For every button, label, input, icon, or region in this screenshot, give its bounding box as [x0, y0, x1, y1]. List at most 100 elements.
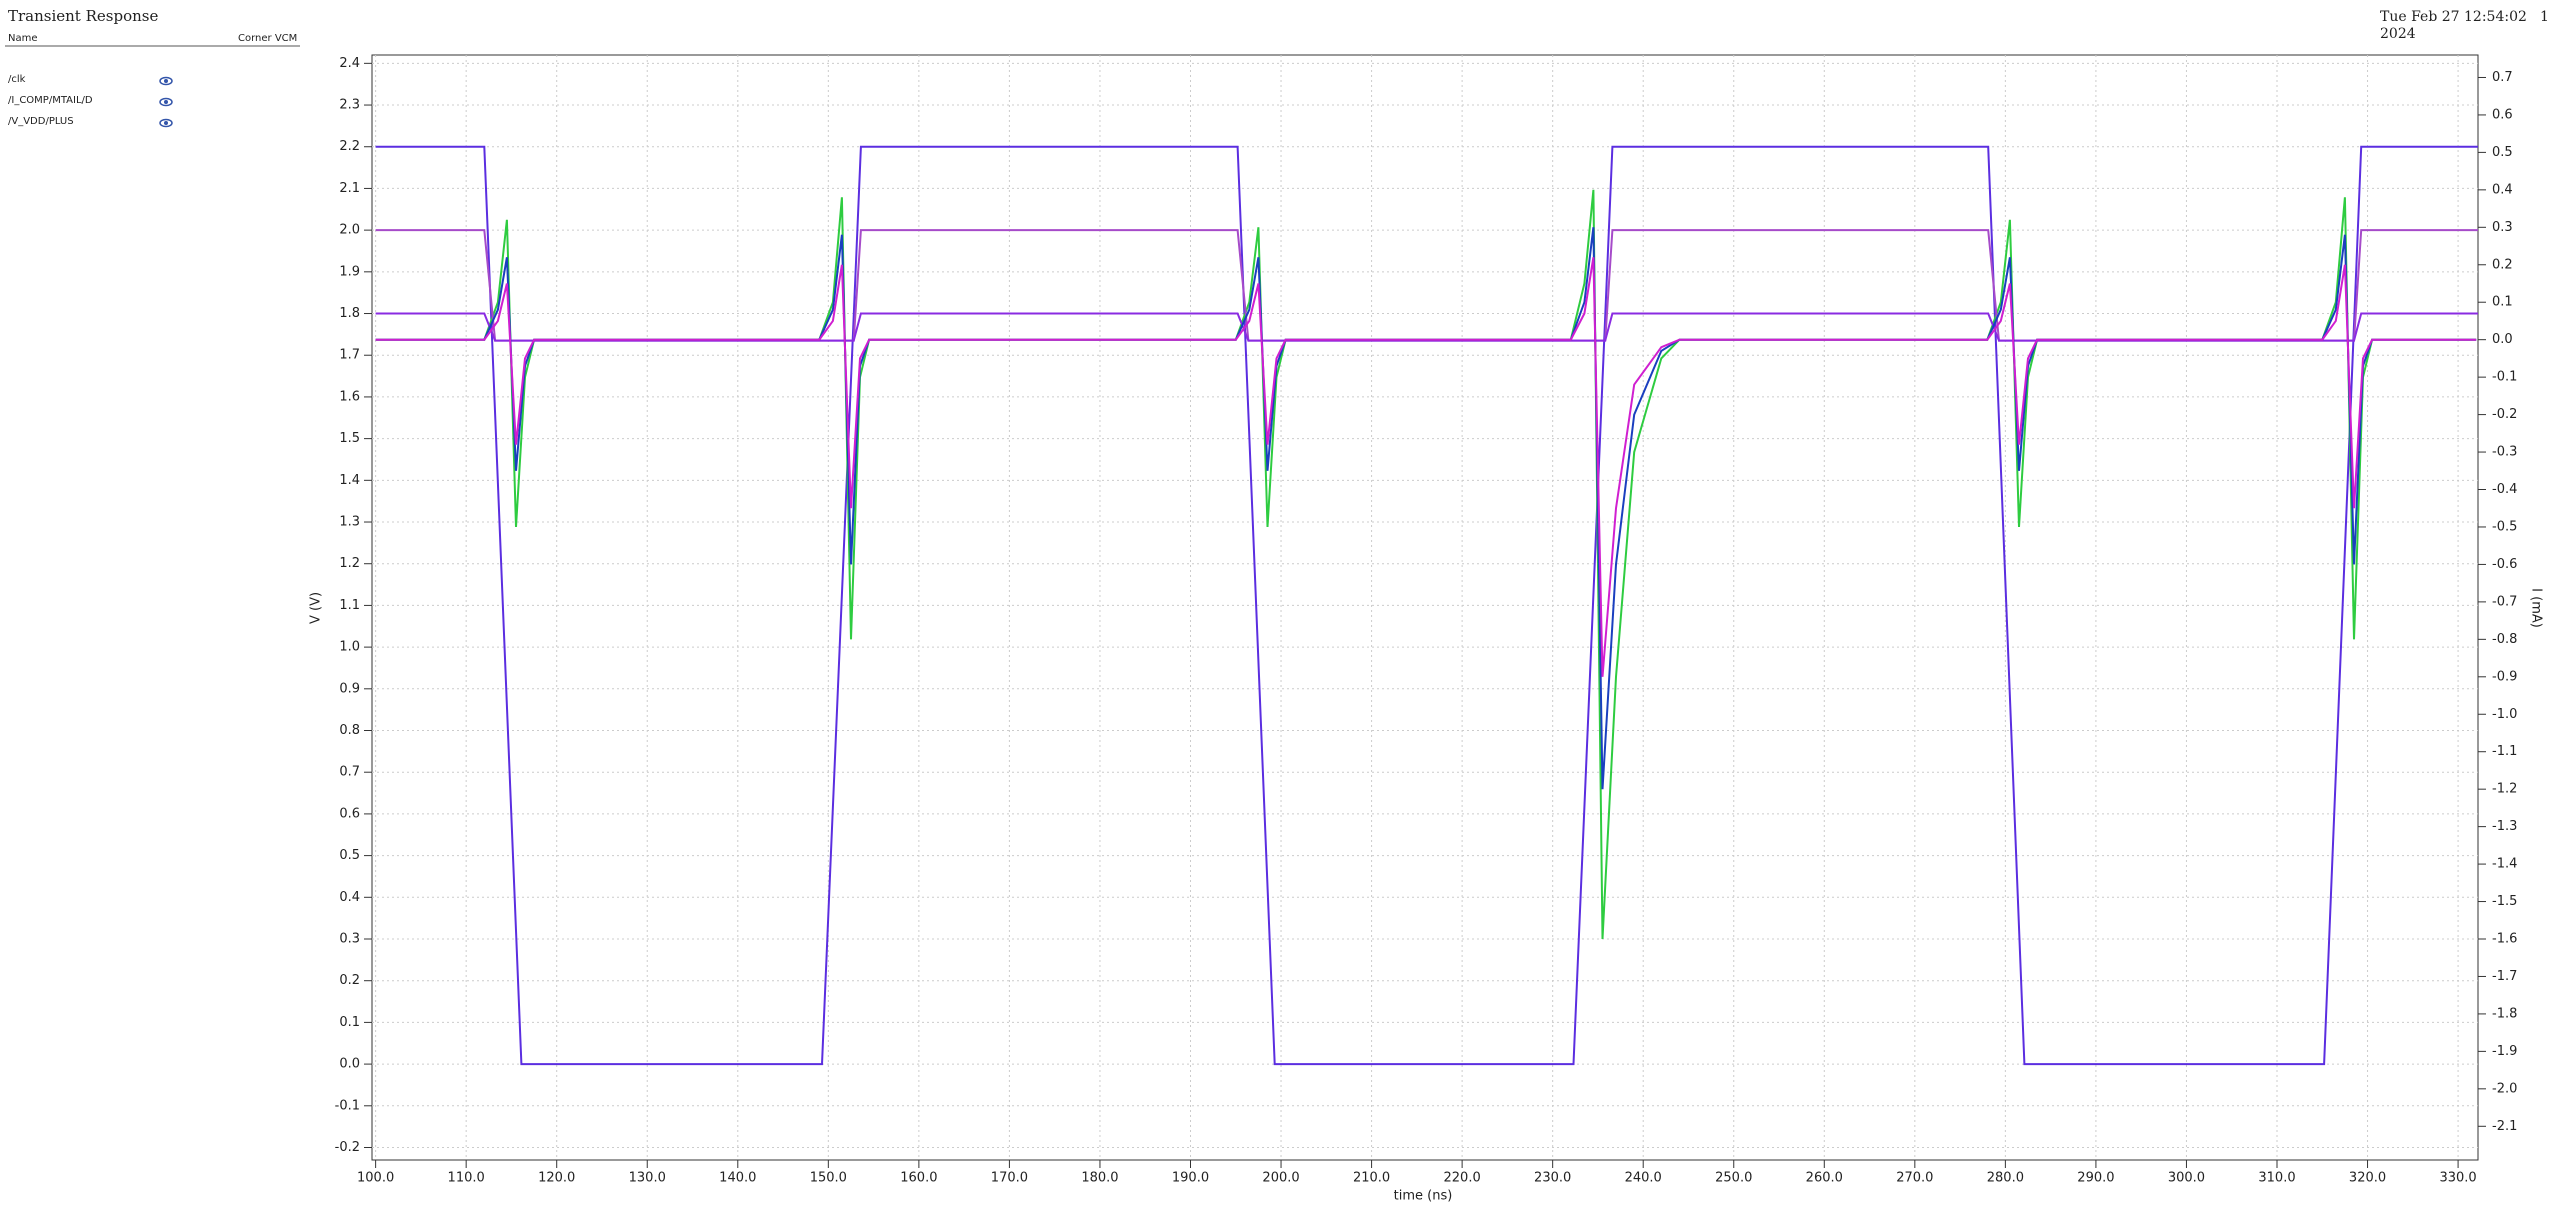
x-tick-label: 220.0 — [1444, 1171, 1481, 1186]
y-tick-label: 2.1 — [339, 181, 360, 196]
y-tick-label: 1.9 — [339, 264, 360, 279]
y2-tick-label: -0.4 — [2492, 482, 2517, 497]
y-tick-label: 0.4 — [339, 890, 360, 905]
legend-header-corner: Corner VCM — [238, 33, 297, 44]
y-axis-label: V (V) — [309, 592, 324, 624]
y-tick-label: 2.0 — [339, 223, 360, 238]
timestamp-year: 2024 — [2380, 26, 2416, 42]
x-tick-label: 290.0 — [2077, 1171, 2114, 1186]
y-tick-label: -0.1 — [335, 1098, 360, 1113]
x-tick-label: 260.0 — [1806, 1171, 1843, 1186]
y-tick-label: 0.7 — [339, 765, 360, 780]
page-number: 1 — [2540, 9, 2549, 25]
x-tick-label: 190.0 — [1172, 1171, 1209, 1186]
x-tick-label: 110.0 — [448, 1171, 485, 1186]
y2-tick-label: 0.3 — [2492, 220, 2513, 235]
y2-tick-label: 0.5 — [2492, 145, 2513, 160]
y-tick-label: 2.4 — [339, 56, 360, 71]
y2-tick-label: -2.1 — [2492, 1119, 2517, 1134]
series-line — [375, 189, 2477, 940]
y-tick-label: 0.2 — [339, 973, 360, 988]
y-tick-label: 0.6 — [339, 806, 360, 821]
legend-entry: /I_COMP/MTAIL/D — [8, 95, 93, 106]
y-tick-label: 0.5 — [339, 848, 360, 863]
y2-tick-label: -1.0 — [2492, 707, 2517, 722]
x-tick-label: 280.0 — [1987, 1171, 2024, 1186]
y2-tick-label: 0.1 — [2492, 295, 2513, 310]
visibility-icon-pupil — [164, 121, 168, 125]
x-tick-label: 140.0 — [719, 1171, 756, 1186]
y-tick-label: 0.8 — [339, 723, 360, 738]
y2-tick-label: -1.5 — [2492, 894, 2517, 909]
x-tick-label: 160.0 — [900, 1171, 937, 1186]
legend-entry: /V_VDD/PLUS — [8, 116, 74, 127]
y-tick-label: 1.2 — [339, 556, 360, 571]
x-tick-label: 100.0 — [357, 1171, 394, 1186]
x-tick-label: 230.0 — [1534, 1171, 1571, 1186]
y-tick-label: 1.8 — [339, 306, 360, 321]
y2-tick-label: -0.2 — [2492, 407, 2517, 422]
y2-tick-label: 0.4 — [2492, 182, 2513, 197]
y-tick-label: 0.1 — [339, 1015, 360, 1030]
x-tick-label: 200.0 — [1262, 1171, 1299, 1186]
y-tick-label: 0.0 — [339, 1057, 360, 1072]
y2-tick-label: -1.1 — [2492, 744, 2517, 759]
y-tick-label: 2.2 — [339, 139, 360, 154]
x-tick-label: 170.0 — [991, 1171, 1028, 1186]
x-tick-label: 250.0 — [1715, 1171, 1752, 1186]
y2-tick-label: -0.9 — [2492, 669, 2517, 684]
series-line — [375, 312, 2478, 342]
y2-tick-label: -1.3 — [2492, 819, 2517, 834]
x-tick-label: 130.0 — [629, 1171, 666, 1186]
visibility-icon — [159, 76, 173, 86]
x-tick-label: 180.0 — [1081, 1171, 1118, 1186]
visibility-icon-pupil — [164, 100, 168, 104]
x-tick-label: 320.0 — [2349, 1171, 2386, 1186]
y2-tick-label: -0.6 — [2492, 557, 2517, 572]
y2-tick-label: 0.2 — [2492, 257, 2513, 272]
plot-frame — [371, 54, 2479, 1161]
y2-tick-label: -0.1 — [2492, 370, 2517, 385]
x-tick-label: 210.0 — [1353, 1171, 1390, 1186]
y-tick-label: 1.1 — [339, 598, 360, 613]
x-tick-label: 240.0 — [1625, 1171, 1662, 1186]
y-tick-label: 1.4 — [339, 473, 360, 488]
legend-header-name: Name — [8, 33, 38, 44]
y2-tick-label: 0.0 — [2492, 332, 2513, 347]
series-line — [375, 227, 2477, 790]
y2-tick-label: -0.8 — [2492, 632, 2517, 647]
y2-tick-label: -1.8 — [2492, 1006, 2517, 1021]
y2-tick-label: -1.4 — [2492, 857, 2517, 872]
visibility-icon — [159, 97, 173, 107]
x-tick-label: 310.0 — [2258, 1171, 2295, 1186]
series-line — [375, 257, 2477, 677]
y-tick-label: 2.3 — [339, 98, 360, 113]
y-tick-label: 1.0 — [339, 640, 360, 655]
x-tick-label: 150.0 — [810, 1171, 847, 1186]
y-tick-label: 1.7 — [339, 348, 360, 363]
series-line — [375, 229, 2478, 342]
visibility-icon — [159, 118, 173, 128]
y2-tick-label: 0.6 — [2492, 107, 2513, 122]
legend-entry: /clk — [8, 74, 26, 85]
y-tick-label: 0.9 — [339, 681, 360, 696]
y2-tick-label: -1.6 — [2492, 932, 2517, 947]
visibility-icon-pupil — [164, 79, 168, 83]
x-tick-label: 300.0 — [2168, 1171, 2205, 1186]
y2-tick-label: 0.7 — [2492, 70, 2513, 85]
series-line — [375, 145, 2478, 1066]
y2-axis-label: I (mA) — [2529, 588, 2544, 628]
y2-tick-label: -1.7 — [2492, 969, 2517, 984]
y-tick-label: 1.6 — [339, 389, 360, 404]
chart-title: Transient Response — [8, 7, 158, 25]
x-tick-label: 330.0 — [2439, 1171, 2476, 1186]
y2-tick-label: -2.0 — [2492, 1081, 2517, 1096]
y-tick-label: 0.3 — [339, 932, 360, 947]
y-tick-label: 1.5 — [339, 431, 360, 446]
y-tick-label: -0.2 — [335, 1140, 360, 1155]
timestamp: Tue Feb 27 12:54:02 — [2380, 9, 2527, 25]
y2-tick-label: -1.2 — [2492, 782, 2517, 797]
x-tick-label: 120.0 — [538, 1171, 575, 1186]
